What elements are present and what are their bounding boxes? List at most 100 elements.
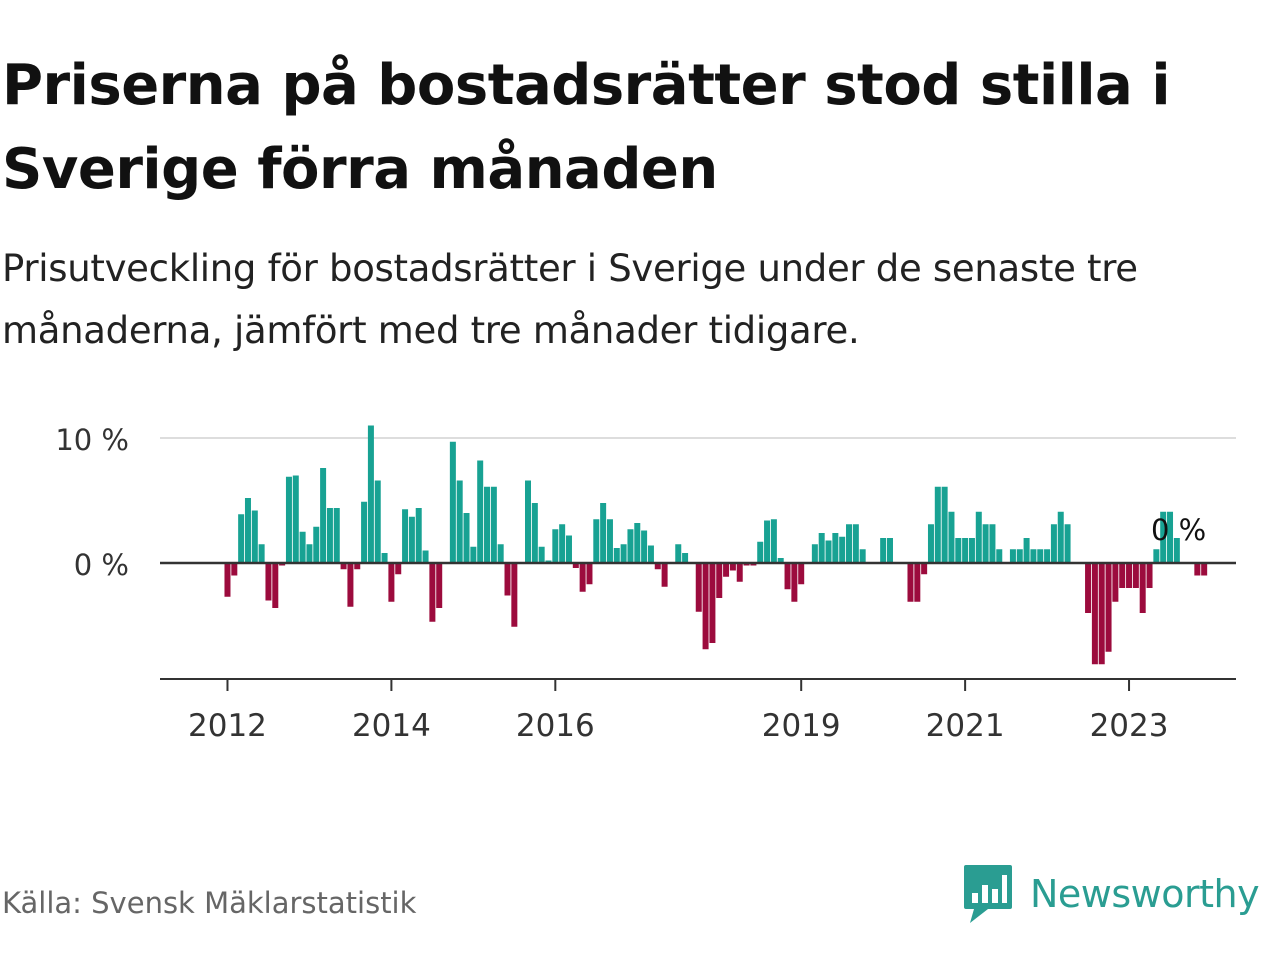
bar: [777, 558, 784, 563]
bar: [613, 548, 620, 563]
bar: [1098, 563, 1105, 665]
bar: [736, 563, 743, 582]
bar: [354, 563, 361, 570]
bar: [251, 510, 258, 563]
bar: [620, 544, 627, 563]
bar: [422, 550, 429, 563]
bar: [661, 563, 668, 587]
bar: [764, 520, 771, 563]
bar: [634, 523, 641, 563]
bar: [579, 563, 586, 592]
x-tick-label: 2023: [1090, 708, 1169, 744]
bar: [600, 503, 607, 563]
bar: [791, 563, 798, 602]
bar: [825, 540, 832, 563]
bar: [1194, 563, 1201, 576]
bar: [1016, 549, 1023, 563]
bar: [1030, 549, 1037, 563]
bar: [525, 480, 531, 563]
bar: [839, 536, 846, 563]
bar: [818, 533, 825, 563]
bar: [1044, 549, 1051, 563]
bar: [784, 563, 791, 590]
bar: [436, 563, 443, 608]
x-tick-label: 2019: [762, 708, 841, 744]
brand-logo[interactable]: Newsworthy: [962, 862, 1260, 926]
bar: [1139, 563, 1146, 613]
bar: [238, 514, 245, 563]
bar: [1153, 549, 1160, 563]
bar: [1085, 563, 1092, 613]
bar: [982, 524, 989, 563]
bar: [832, 533, 839, 563]
bar: [265, 563, 272, 601]
bar: [1132, 563, 1139, 588]
bar: [463, 513, 470, 563]
bar: [415, 508, 422, 563]
bar: [306, 544, 313, 563]
bar: [941, 486, 948, 563]
bar: [927, 524, 934, 563]
bar: [1112, 563, 1119, 602]
bar: [1119, 563, 1126, 588]
bar: [921, 563, 928, 575]
x-tick-label: 2016: [516, 708, 595, 744]
bar: [852, 524, 859, 563]
bar: [1064, 524, 1071, 563]
bar: [647, 545, 654, 563]
bar: [702, 563, 709, 650]
bar: [586, 563, 593, 585]
source-note: Källa: Svensk Mäklarstatistik: [2, 886, 417, 920]
bar: [367, 425, 374, 563]
bar-chart-speech-bubble-icon: [964, 865, 1012, 923]
bar: [538, 546, 545, 563]
bar: [552, 529, 559, 563]
bar: [320, 468, 327, 563]
bar: [559, 524, 566, 563]
bar: [572, 563, 579, 568]
bar: [470, 546, 477, 563]
bar: [1160, 511, 1167, 563]
bar: [716, 563, 723, 598]
bar: [606, 519, 613, 563]
bar: [846, 524, 853, 563]
bar: [313, 526, 320, 563]
bar: [1023, 538, 1030, 563]
bar: [333, 508, 340, 563]
bar: [449, 441, 456, 563]
bar: [641, 530, 648, 563]
bar: [326, 508, 333, 563]
bar: [347, 563, 354, 607]
bar: [907, 563, 914, 602]
bar: [757, 541, 764, 563]
bar: [381, 553, 388, 563]
bar: [1050, 524, 1057, 563]
bar: [395, 563, 402, 575]
bar: [1105, 563, 1112, 652]
x-tick-label: 2021: [926, 708, 1005, 744]
chart-subtitle: Prisutveckling för bostadsrätter i Sveri…: [2, 247, 1138, 352]
bar: [729, 563, 736, 571]
bar: [340, 563, 347, 570]
y-tick-label: 0 %: [74, 548, 129, 582]
bar: [962, 538, 969, 563]
bar: [388, 563, 395, 602]
bar: [675, 544, 682, 563]
bar: [996, 549, 1003, 563]
bar: [402, 509, 409, 563]
bar: [723, 563, 730, 577]
bar: [408, 516, 415, 563]
bar: [1009, 549, 1016, 563]
bar: [565, 535, 572, 563]
bar: [1091, 563, 1098, 665]
bar: [682, 553, 689, 563]
bar: [914, 563, 921, 602]
bar: [231, 563, 238, 576]
y-tick-label: 10 %: [55, 423, 129, 457]
bar: [531, 503, 538, 563]
brand-name: Newsworthy: [1030, 872, 1260, 916]
bar: [224, 563, 231, 597]
bar: [968, 538, 975, 563]
bar: [1173, 538, 1180, 563]
bar: [948, 511, 955, 563]
